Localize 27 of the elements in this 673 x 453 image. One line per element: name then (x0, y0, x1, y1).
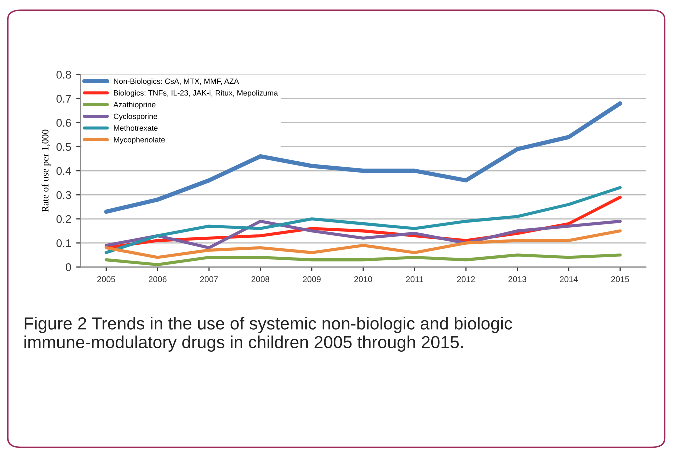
y-tick-label: 0.4 (56, 167, 72, 176)
y-axis-title: Rate of use per 1,000 (42, 130, 51, 212)
y-tick-label: 0.5 (56, 143, 72, 152)
x-tick-label: 2015 (612, 276, 630, 282)
line-series (104, 102, 622, 214)
y-tick-label: 0.2 (56, 215, 72, 224)
y-tick-label: 0.6 (56, 119, 72, 128)
y-tick-label: 0.1 (56, 239, 72, 248)
y-tick-label: 0.3 (56, 191, 72, 200)
x-tick-label: 2012 (457, 276, 476, 282)
caption: Figure 2 Trends in the use of systemic non-biologic and biologic immune-modulatory drugs in children 2005 through 2015. (24, 317, 512, 352)
y-tick-label: 0.7 (56, 95, 72, 103)
y-tick-label: 0.8 (56, 71, 72, 79)
line-series (104, 220, 622, 250)
x-tick-label: 2013 (508, 276, 526, 282)
x-tick-label: 2005 (98, 276, 116, 282)
x-tick-label: 2006 (149, 276, 167, 282)
x-tick-label: 2008 (252, 276, 270, 282)
x-tick-label: 2011 (406, 276, 424, 282)
x-tick-label: 2009 (303, 276, 321, 282)
y-tick-label: 0 (66, 264, 72, 272)
line-series (104, 230, 622, 260)
line-series (104, 186, 622, 254)
x-tick-label: 2007 (200, 276, 218, 282)
x-tick-label: 2010 (354, 276, 372, 282)
x-tick-label: 2014 (560, 276, 578, 282)
line-series (104, 254, 622, 266)
